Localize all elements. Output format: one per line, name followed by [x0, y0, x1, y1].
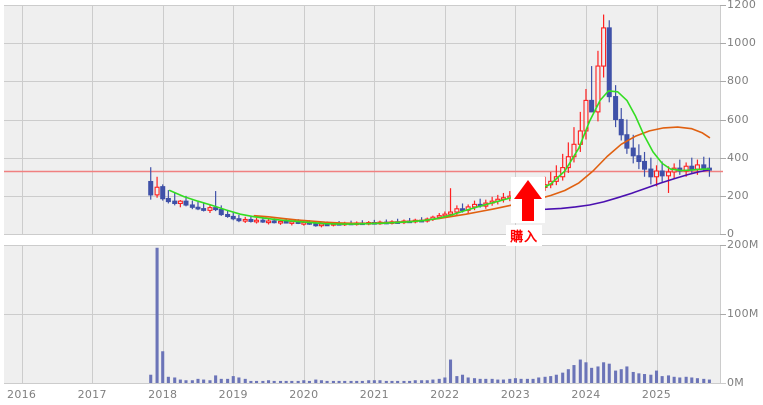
price-tick-label: 0 — [727, 227, 735, 240]
volume-series — [149, 247, 711, 383]
volume-tick-label: 100M — [727, 307, 759, 320]
price-tick-label: 400 — [727, 150, 749, 164]
price-tick-label: 800 — [727, 74, 749, 88]
date-tick-label: 2017 — [77, 388, 107, 401]
candlestick-series — [148, 14, 712, 228]
date-tick-label: 2020 — [289, 388, 319, 401]
volume-gridlines — [4, 245, 720, 384]
buy-marker-label: 購入 — [506, 224, 543, 246]
price-tick-label: 600 — [727, 112, 749, 126]
moving-average-short — [169, 90, 711, 225]
price-gridlines — [4, 5, 720, 235]
date-tick-label: 2018 — [148, 388, 178, 401]
buy-marker[interactable] — [511, 176, 546, 223]
price-tick-label: 1000 — [727, 36, 757, 50]
date-tick-label: 2021 — [359, 388, 389, 401]
date-tick-label: 2025 — [641, 388, 672, 401]
vertical-gridlines — [22, 5, 721, 383]
date-tick-label: 2022 — [430, 388, 460, 401]
date-tick-label: 2019 — [218, 388, 248, 401]
up-arrow-icon — [514, 179, 543, 221]
date-tick-label: 2024 — [571, 388, 601, 401]
price-tick-label: 1200 — [727, 0, 757, 11]
moving-average-mid — [253, 126, 711, 225]
moving-average-long — [518, 169, 711, 211]
price-tick-label: 200 — [727, 188, 749, 202]
date-tick-label: 2023 — [500, 388, 531, 401]
date-tick-label: 2016 — [7, 388, 37, 401]
volume-tick-label: 200M — [727, 238, 759, 251]
axis-ticks — [4, 5, 726, 384]
volume-tick-label: 0M — [727, 376, 745, 389]
